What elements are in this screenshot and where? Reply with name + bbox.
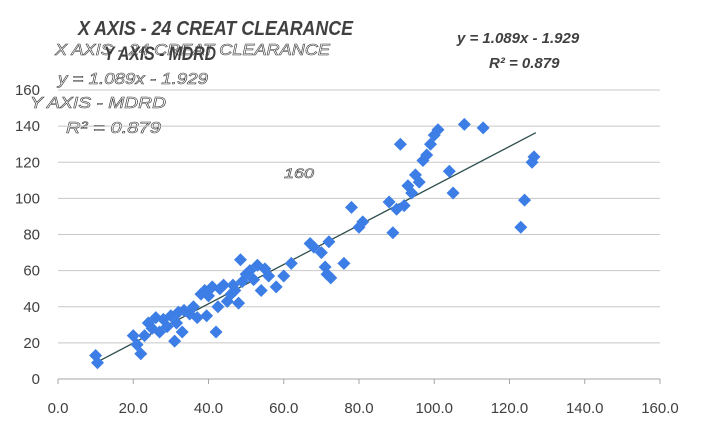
data-point [211,300,225,314]
data-point [168,334,182,348]
x-tick-label: 40.0 [194,400,223,417]
data-point [262,269,276,283]
r-squared-label: R² = 0.879 [489,55,560,72]
y-tick-label: 0 [32,371,40,388]
ghost-title-line: X AXIS - 24 CREAT CLEARANCE [54,42,331,59]
data-point [91,356,105,370]
data-point [457,117,471,131]
ghost-text-layer: X AXIS - 24 CREAT CLEARANCE y = 1.089x -… [30,42,331,182]
data-point [134,347,148,361]
y-tick-label: 160 [15,82,40,99]
data-point [386,226,400,240]
data-point [527,150,541,164]
data-point [322,235,336,249]
data-point [324,271,338,285]
data-point [284,256,298,270]
x-tick-label: 20.0 [119,400,148,417]
data-point [420,148,434,162]
data-point [382,195,396,209]
data-point [138,329,152,343]
y-tick-label: 80 [23,227,40,244]
data-point [431,123,445,137]
x-tick-label: 140.0 [566,400,604,417]
data-point [190,311,204,325]
data-point [200,309,214,323]
data-points [89,117,541,370]
data-point [209,325,223,339]
data-point [217,278,231,292]
chart-title: X AXIS - 24 CREAT CLEARANCE [77,18,353,40]
data-point [442,164,456,178]
data-point [397,199,411,213]
data-point [233,253,247,267]
data-point [170,316,184,330]
ghost-equation-line: y = 1.089x - 1.929 [57,71,208,88]
x-tick-label: 160.0 [641,400,679,417]
ghost-r2-line: R² = 0.879 [66,120,161,137]
data-point [314,246,328,260]
axes: 0 20 40 60 80 100 120 140 160 0.0 20.0 40.0 60.0 80.0… [15,82,679,417]
y-tick-label: 100 [15,190,40,207]
y-tick-label: 40 [23,299,40,316]
y-tick-label: 120 [15,154,40,171]
x-tick-label: 80.0 [344,400,373,417]
data-point [175,325,189,339]
gridlines [58,89,660,344]
x-tick-label: 100.0 [415,400,453,417]
data-point [476,121,490,135]
data-point [277,269,291,283]
ghost-yaxis-line: Y AXIS - MDRD [30,95,167,112]
data-point [269,280,283,294]
chart-subtitle: Y AXIS - MDRD [104,44,216,65]
x-tick-label: 120.0 [491,400,529,417]
data-point [412,175,426,189]
data-point [446,186,460,200]
data-point [228,283,242,297]
data-point [254,283,268,297]
data-point [160,320,174,334]
data-point [243,264,257,278]
data-point [186,300,200,314]
data-point [514,220,528,234]
y-tick-label: 20 [23,335,40,352]
data-point [518,193,532,207]
data-point [247,273,261,287]
data-point [393,137,407,151]
x-tick-label: 0.0 [48,400,69,417]
data-point [232,296,246,310]
ghost-label: 160 [284,165,314,181]
data-point [405,186,419,200]
data-point [337,256,351,270]
x-tick-label: 60.0 [269,400,298,417]
y-tick-label: 140 [15,118,40,135]
trendline-equation: y = 1.089x - 1.929 [456,30,580,47]
data-point [344,200,358,214]
y-tick-label: 60 [23,263,40,280]
data-point [356,215,370,229]
